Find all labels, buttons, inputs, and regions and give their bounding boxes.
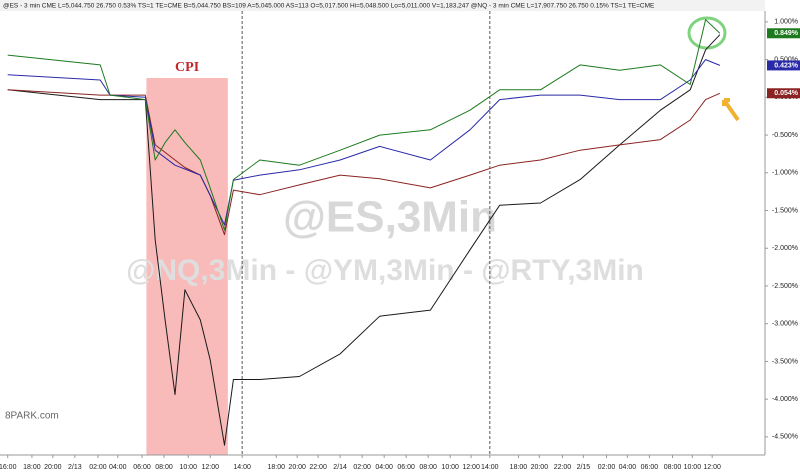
x-tick-label: 20:00 (44, 464, 62, 471)
x-tick-label: 04:00 (109, 464, 127, 471)
x-tick-label: 22:00 (554, 464, 572, 471)
last-value-box (767, 28, 800, 39)
x-tick-label: 16:00 (0, 464, 17, 471)
header-bar (0, 0, 765, 11)
y-tick-label: -3.000% (772, 321, 798, 328)
highlight-arrow (722, 98, 740, 122)
x-tick-label: 06:00 (641, 464, 659, 471)
last-value-box (767, 88, 800, 99)
last-value-label: 0.054% (774, 90, 799, 97)
y-tick-label: -4.500% (772, 434, 798, 441)
y-tick-label: -2.500% (772, 283, 798, 290)
y-tick-label: 0.500% (774, 56, 798, 63)
x-tick-label: 20:00 (288, 464, 306, 471)
watermark: @ES,3Min (283, 193, 497, 242)
y-tick-label: -1.500% (772, 207, 798, 214)
series-line (7, 89, 721, 236)
y-tick-label: 1.000% (774, 19, 798, 26)
x-tick-label: 06:00 (397, 464, 415, 471)
x-tick-label: 18:00 (268, 464, 286, 471)
y-tick-label: -3.500% (772, 358, 798, 365)
x-tick-label: 14:00 (233, 464, 251, 471)
y-tick-label: -4.000% (772, 396, 798, 403)
x-tick-label: 12:00 (201, 464, 219, 471)
x-tick-label: 10:00 (441, 464, 459, 471)
series-line (7, 19, 721, 231)
cpi-label: CPI (175, 60, 199, 75)
x-tick-label: 04:00 (619, 464, 637, 471)
last-value-box (767, 60, 800, 71)
x-tick-label: 12:00 (703, 464, 721, 471)
x-tick-label: 08:00 (664, 464, 682, 471)
x-tick-label: 12:00 (462, 464, 480, 471)
x-tick-label: 08:00 (155, 464, 173, 471)
x-tick-label: 10:00 (684, 464, 702, 471)
source: 8PARK.com (5, 411, 59, 422)
x-tick-label: 10:00 (179, 464, 197, 471)
x-tick-label: 18:00 (510, 464, 528, 471)
series-line (7, 59, 721, 226)
x-tick-label: 22:00 (309, 464, 327, 471)
x-tick-label: 02:00 (598, 464, 616, 471)
series-line (7, 34, 721, 446)
x-tick-label: 18:00 (23, 464, 41, 471)
y-tick-label: -1.000% (772, 170, 798, 177)
watermark-subtitle: @NQ,3Min - @YM,3Min - @RTY,3Min (126, 254, 644, 287)
x-tick-label: 20:00 (531, 464, 549, 471)
x-tick-label: 14:00 (481, 464, 499, 471)
x-tick-label: 02:00 (89, 464, 107, 471)
x-tick-label: 2/13 (68, 464, 82, 471)
y-tick-label: -0.500% (772, 132, 798, 139)
last-value-label: 0.849% (774, 30, 799, 37)
header-text: @ES - 3 min CME L=5,044.750 26.750 0.53%… (3, 3, 655, 10)
last-value-label: 0.423% (774, 62, 799, 69)
x-tick-label: 04:00 (375, 464, 393, 471)
x-tick-label: 06:00 (133, 464, 151, 471)
x-tick-label: 08:00 (419, 464, 437, 471)
cpi-band (146, 78, 228, 455)
y-tick-label: -2.000% (772, 245, 798, 252)
x-tick-label: 2/14 (333, 464, 347, 471)
x-tick-label: 2/15 (577, 464, 591, 471)
x-tick-label: 02:00 (353, 464, 371, 471)
